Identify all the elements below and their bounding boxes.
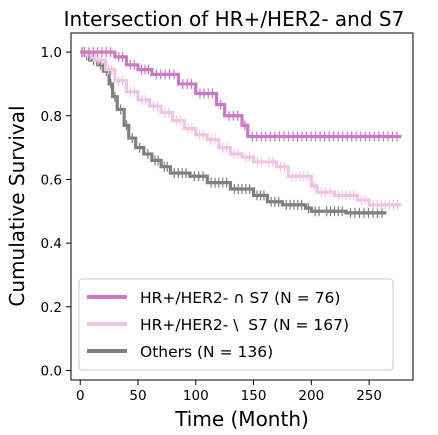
y-tick-label: 0.2: [41, 300, 62, 316]
survival-curve-s7-difference: [80, 50, 402, 207]
x-tick-label: 0: [76, 388, 85, 404]
y-tick-label: 0.0: [41, 363, 62, 379]
x-tick-label: 100: [183, 388, 209, 404]
x-tick-label: 250: [356, 388, 382, 404]
legend: HR+/HER2- ∩ S7 (N = 76) HR+/HER2- \ S7 (…: [78, 278, 394, 371]
y-tick-label: 0.4: [41, 236, 62, 252]
chart-title: Intersection of HR+/HER2- and S7: [64, 7, 405, 31]
plot-frame: [70, 32, 414, 381]
series-s7-intersection: [80, 47, 402, 142]
legend-label-s7-difference: HR+/HER2- \ S7 (N = 167): [140, 316, 349, 334]
x-tick-label: 50: [129, 388, 146, 404]
y-axis-ticks: 0.0 0.2 0.4 0.6 0.8 1.0: [41, 45, 71, 379]
x-axis-label: Time (Month): [174, 407, 309, 431]
x-tick-label: 150: [241, 388, 267, 404]
survival-curve-others: [80, 50, 387, 215]
y-axis-label: Cumulative Survival: [5, 105, 29, 306]
y-tick-label: 0.6: [41, 172, 62, 188]
legend-box: [78, 278, 394, 371]
series-s7-difference: [80, 47, 402, 210]
x-axis-ticks: 0 50 100 150 200 250: [76, 380, 382, 404]
y-tick-label: 1.0: [41, 45, 62, 61]
x-tick-label: 200: [298, 388, 324, 404]
series-others: [80, 47, 387, 218]
series-layer: [80, 47, 402, 218]
legend-label-others: Others (N = 136): [140, 343, 273, 361]
legend-label-s7-intersection: HR+/HER2- ∩ S7 (N = 76): [140, 289, 340, 307]
y-tick-label: 0.8: [41, 109, 62, 125]
